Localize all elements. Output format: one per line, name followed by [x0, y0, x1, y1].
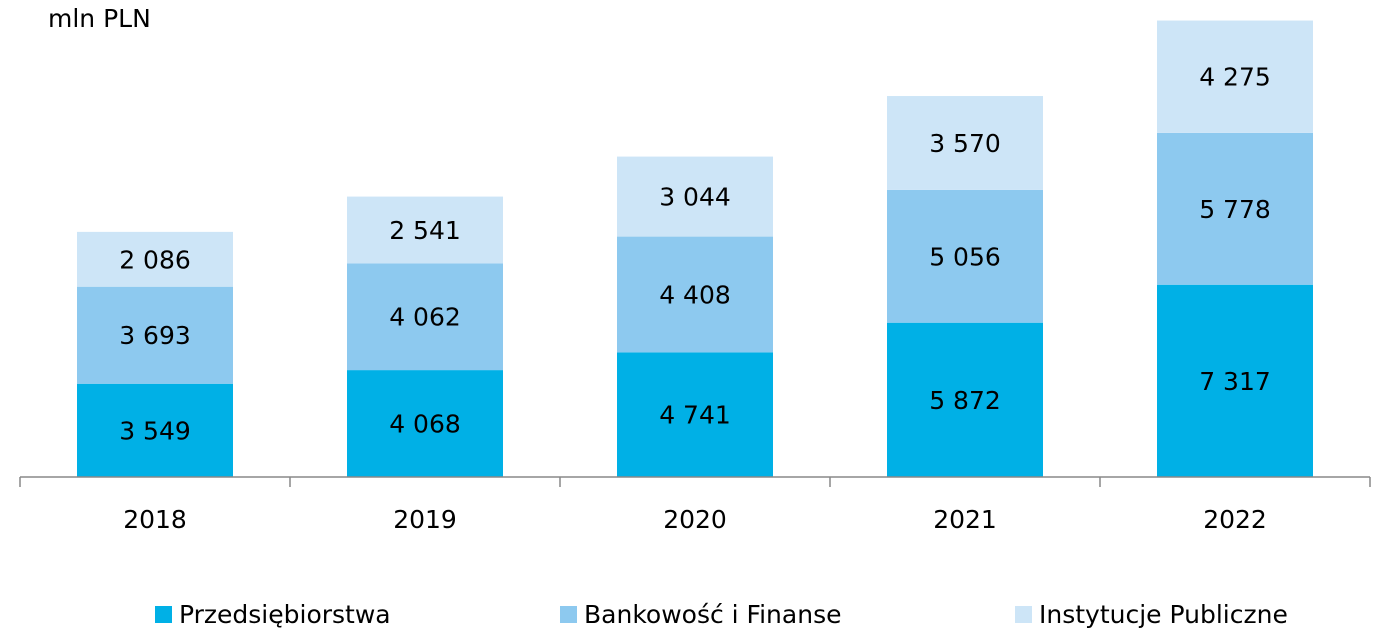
bar-segment: [887, 189, 1043, 323]
y-axis-label: mln PLN: [48, 4, 151, 33]
data-label: 3 570: [929, 129, 1001, 158]
legend-swatch: [560, 606, 577, 623]
legend-swatch: [155, 606, 172, 623]
bar-segment: [1157, 20, 1313, 133]
bar-segment: [617, 236, 773, 353]
bar-segment: [347, 196, 503, 264]
data-label: 5 872: [929, 386, 1001, 415]
x-tick-label: 2018: [123, 505, 187, 534]
legend-swatch: [1015, 606, 1032, 623]
x-tick-label: 2022: [1203, 505, 1267, 534]
data-label: 5 056: [929, 242, 1001, 271]
legend-label: Bankowość i Finanse: [584, 600, 841, 629]
data-label: 7 317: [1199, 367, 1271, 396]
x-tick-label: 2019: [393, 505, 457, 534]
bar-segment: [1157, 284, 1313, 477]
data-label: 3 693: [119, 321, 191, 350]
data-label: 4 068: [389, 410, 461, 439]
x-tick-label: 2021: [933, 505, 997, 534]
bar-segment: [77, 383, 233, 477]
bar-segment: [617, 156, 773, 237]
bar-segment: [77, 231, 233, 287]
bar-segment: [347, 370, 503, 477]
data-label: 4 408: [659, 281, 731, 310]
legend-label: Przedsiębiorstwa: [179, 600, 391, 629]
data-label: 3 549: [119, 416, 191, 445]
data-label: 5 778: [1199, 195, 1271, 224]
data-label: 2 086: [119, 245, 191, 274]
bar-segment: [617, 352, 773, 477]
legend-label: Instytucje Publiczne: [1039, 600, 1288, 629]
x-tick-label: 2020: [663, 505, 727, 534]
bar-segment: [887, 322, 1043, 477]
bar-segment: [1157, 132, 1313, 285]
data-label: 2 541: [389, 216, 461, 245]
bar-segment: [887, 96, 1043, 190]
bar-segment: [347, 263, 503, 371]
data-label: 3 044: [659, 183, 731, 212]
data-label: 4 741: [659, 401, 731, 430]
data-label: 4 062: [389, 303, 461, 332]
data-label: 4 275: [1199, 63, 1271, 92]
bar-segment: [77, 286, 233, 384]
